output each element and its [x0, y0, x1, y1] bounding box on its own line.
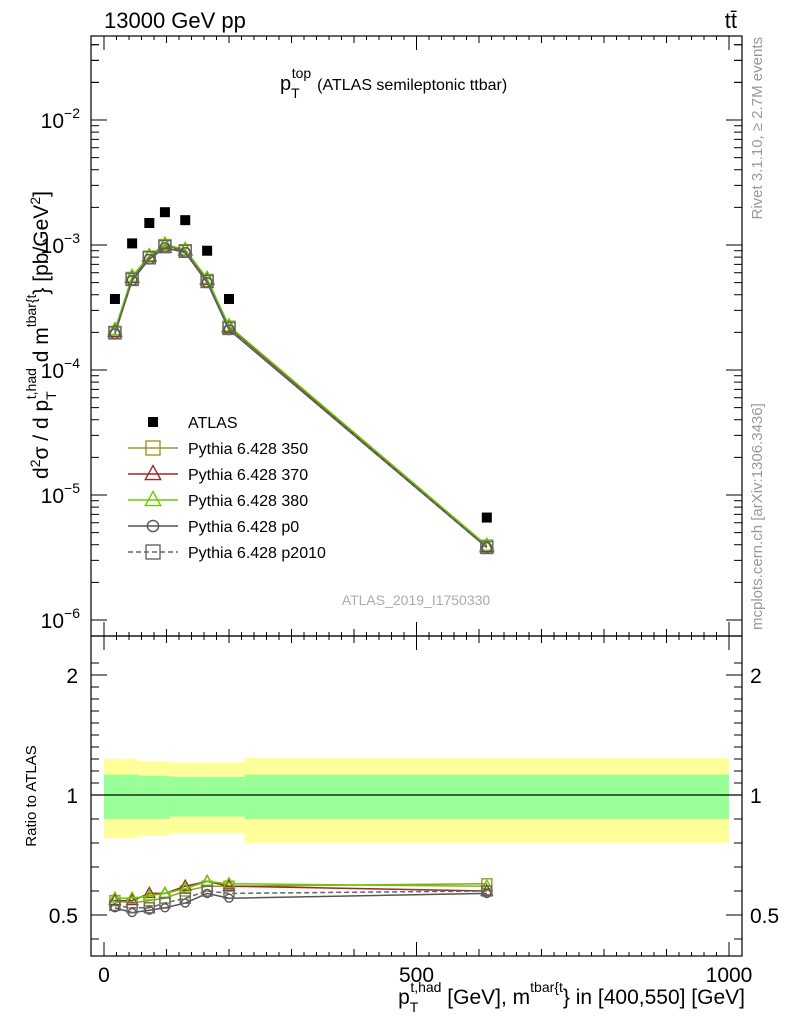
ratio-line	[114, 890, 487, 909]
y-tick-label: 10−4	[41, 355, 81, 383]
ratio-point	[201, 885, 213, 897]
legend-entry: Pythia 6.428 380	[128, 490, 308, 510]
legend-marker	[144, 464, 162, 481]
ratio-point	[482, 888, 492, 899]
series-point	[221, 317, 237, 332]
ratio-tick-label-right: 0.5	[750, 905, 779, 928]
ratio-point	[222, 878, 236, 891]
energy-label: 13000 GeV pp	[104, 8, 246, 33]
legend-marker	[145, 544, 161, 560]
ratio-point	[480, 878, 494, 891]
x-tick-label: 1000	[706, 964, 753, 987]
data-series	[109, 207, 492, 523]
series-point	[481, 542, 493, 554]
ratio-point	[202, 888, 212, 899]
legend-label: Pythia 6.428 380	[188, 493, 308, 510]
legend-entry: Pythia 6.428 p2010	[128, 544, 326, 562]
legend-marker	[145, 440, 161, 456]
uncertainty-band-inner	[169, 777, 201, 817]
ratio-point	[223, 887, 235, 900]
data-point	[481, 512, 492, 523]
ratio-point	[108, 893, 122, 906]
ratio-axis-label: Ratio to ATLAS	[23, 745, 40, 846]
ratio-point	[481, 885, 493, 897]
rivet-label: Rivet 3.1.10, ≥ 2.7M events	[749, 37, 766, 220]
series-point	[107, 321, 123, 336]
legend-marker	[146, 519, 160, 533]
uncertainty-band-inner	[104, 774, 126, 819]
ratio-point	[179, 892, 191, 904]
ratio-point	[159, 897, 171, 909]
legend-marker	[144, 490, 162, 507]
x-axis-label: pTt,had [GeV], mtbar{t} in [400,550] [Ge…	[398, 979, 745, 1015]
legend-label: Pythia 6.428 350	[188, 441, 308, 458]
ratio-point	[178, 878, 192, 891]
series-point	[200, 274, 214, 289]
series-point	[158, 239, 172, 254]
plot-title: pTtop(ATLAS semileptonic ttbar)	[280, 65, 507, 101]
legend-label: Pythia 6.428 p2010	[188, 545, 326, 562]
process-label: tt̄	[725, 8, 737, 33]
analysis-label: ATLAS_2019_I1750330	[342, 592, 491, 608]
y-axis-label: d2σ / d pTt,had d mtbar{t} [pb/GeV2]	[23, 191, 59, 479]
ratio-point	[142, 888, 156, 901]
ratio-tick-label-left: 0.5	[49, 905, 78, 928]
y-tick-label: 10−2	[41, 105, 81, 133]
series-point	[157, 235, 173, 250]
ratio-point	[200, 873, 214, 887]
legend-entry: ATLAS	[148, 415, 238, 432]
legend-label: Pythia 6.428 p0	[188, 519, 299, 536]
x-tick-label: 500	[399, 964, 434, 987]
series-point	[125, 272, 139, 287]
ratio-point	[110, 903, 120, 913]
y-tick-label: 10−6	[41, 605, 81, 633]
uncertainty-band-inner	[160, 775, 170, 819]
ratio-point	[108, 890, 122, 903]
ratio-point	[144, 905, 155, 915]
ratio-tick-label-right: 2	[750, 665, 762, 688]
data-point	[159, 207, 170, 218]
y-tick-label: 10−3	[41, 230, 81, 258]
legend-marker	[148, 417, 158, 427]
series-point	[480, 540, 494, 555]
ratio-point	[142, 885, 156, 899]
data-point	[144, 217, 155, 228]
uncertainty-band-inner	[138, 775, 161, 819]
legend-label: ATLAS	[188, 415, 238, 432]
legend-entry: Pythia 6.428 370	[128, 464, 308, 484]
uncertainty-band-inner	[125, 774, 139, 819]
uncertainty-band-inner	[200, 777, 245, 817]
ratio-point	[143, 902, 156, 914]
series-point	[222, 321, 236, 336]
legend-entry: Pythia 6.428 350	[128, 440, 308, 458]
y-tick-label: 10−5	[41, 480, 81, 508]
data-point	[224, 293, 234, 304]
legend-entry: Pythia 6.428 p0	[128, 519, 299, 536]
mcplots-label: mcplots.cern.ch [arXiv:1306.3436]	[749, 403, 766, 630]
ratio-point	[109, 899, 121, 912]
ratio-tick-label-right: 1	[750, 785, 762, 808]
data-point	[109, 293, 120, 304]
series-point	[108, 326, 122, 340]
series-point	[178, 244, 192, 259]
data-point	[127, 238, 138, 249]
data-point	[202, 245, 213, 256]
series-line	[114, 245, 488, 549]
ratio-tick-label-left: 1	[66, 785, 78, 808]
ratio-point	[126, 902, 138, 914]
ratio-point	[125, 893, 139, 906]
ratio-point	[200, 873, 214, 887]
x-tick-label: 0	[98, 964, 110, 987]
series-4	[108, 239, 494, 914]
legend-label: Pythia 6.428 370	[188, 467, 308, 484]
series-point	[142, 251, 157, 265]
uncertainty-band-inner	[244, 774, 729, 819]
data-point	[180, 215, 191, 226]
ratio-tick-label-left: 2	[66, 665, 78, 688]
